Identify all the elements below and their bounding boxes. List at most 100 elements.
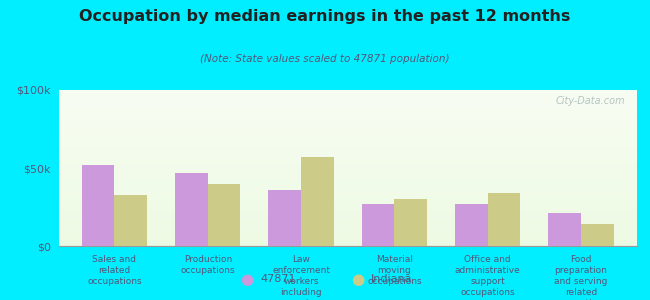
Bar: [58, 226, 637, 227]
Bar: [58, 161, 637, 162]
Bar: [58, 130, 637, 131]
Bar: [58, 227, 637, 228]
Bar: [58, 171, 637, 172]
Bar: [58, 122, 637, 123]
Bar: [58, 238, 637, 239]
Bar: [58, 133, 637, 134]
Bar: [58, 102, 637, 103]
Bar: [58, 209, 637, 210]
Bar: [58, 224, 637, 225]
Bar: [58, 124, 637, 125]
Bar: [58, 207, 637, 208]
Bar: [58, 217, 637, 218]
Bar: [58, 197, 637, 198]
Bar: [58, 214, 637, 215]
Bar: [58, 98, 637, 99]
Bar: [58, 203, 637, 204]
Bar: [58, 222, 637, 223]
Bar: [58, 239, 637, 240]
Bar: [58, 228, 637, 229]
Bar: [58, 170, 637, 171]
Text: 47871: 47871: [260, 274, 296, 284]
Bar: [58, 137, 637, 138]
Bar: [58, 146, 637, 147]
Bar: [58, 132, 637, 133]
Bar: [58, 200, 637, 201]
Bar: [58, 178, 637, 179]
Bar: [58, 187, 637, 188]
Bar: [58, 175, 637, 176]
Bar: [58, 193, 637, 194]
Bar: [58, 109, 637, 110]
Bar: [58, 221, 637, 222]
Text: ●: ●: [351, 272, 364, 286]
Bar: [58, 139, 637, 140]
Bar: [58, 196, 637, 197]
Bar: [58, 182, 637, 183]
Bar: [58, 140, 637, 141]
Bar: [58, 192, 637, 193]
Bar: [58, 107, 637, 108]
Bar: [58, 100, 637, 101]
Bar: [58, 117, 637, 118]
Bar: [58, 205, 637, 206]
Bar: [58, 115, 637, 116]
Bar: [58, 127, 637, 128]
Bar: [58, 164, 637, 165]
Bar: [58, 129, 637, 130]
Bar: [58, 233, 637, 234]
Bar: [58, 103, 637, 104]
Bar: [58, 212, 637, 213]
Bar: [58, 180, 637, 181]
Bar: [58, 144, 637, 145]
Text: Occupation by median earnings in the past 12 months: Occupation by median earnings in the pas…: [79, 9, 571, 24]
Bar: [58, 111, 637, 112]
Bar: [58, 141, 637, 142]
Bar: [58, 116, 637, 117]
Bar: [58, 191, 637, 192]
Bar: [488, 193, 521, 246]
Bar: [58, 220, 637, 221]
Bar: [58, 189, 637, 190]
Bar: [58, 204, 637, 205]
Bar: [58, 218, 637, 219]
Bar: [301, 157, 333, 246]
Bar: [58, 162, 637, 163]
Bar: [58, 231, 637, 232]
Bar: [58, 174, 637, 175]
Bar: [58, 230, 637, 231]
Bar: [549, 213, 581, 246]
Bar: [58, 99, 637, 100]
Bar: [58, 112, 637, 113]
Bar: [58, 176, 637, 177]
Bar: [58, 147, 637, 148]
Text: (Note: State values scaled to 47871 population): (Note: State values scaled to 47871 popu…: [200, 54, 450, 64]
Bar: [58, 241, 637, 242]
Bar: [58, 93, 637, 94]
Bar: [58, 234, 637, 235]
Bar: [58, 225, 637, 226]
Bar: [581, 224, 614, 246]
Bar: [58, 153, 637, 154]
Bar: [58, 125, 637, 126]
Bar: [58, 186, 637, 187]
Text: City-Data.com: City-Data.com: [556, 96, 625, 106]
Bar: [82, 165, 114, 246]
Text: ●: ●: [240, 272, 254, 286]
Bar: [58, 142, 637, 143]
Bar: [58, 243, 637, 244]
Bar: [58, 121, 637, 122]
Bar: [58, 168, 637, 169]
Bar: [58, 156, 637, 157]
Bar: [58, 96, 637, 97]
Bar: [58, 159, 637, 160]
Bar: [58, 172, 637, 173]
Bar: [395, 199, 427, 246]
Bar: [58, 95, 637, 96]
Bar: [58, 126, 637, 127]
Bar: [58, 208, 637, 209]
Bar: [58, 201, 637, 202]
Bar: [58, 149, 637, 150]
Bar: [58, 119, 637, 120]
Bar: [58, 179, 637, 180]
